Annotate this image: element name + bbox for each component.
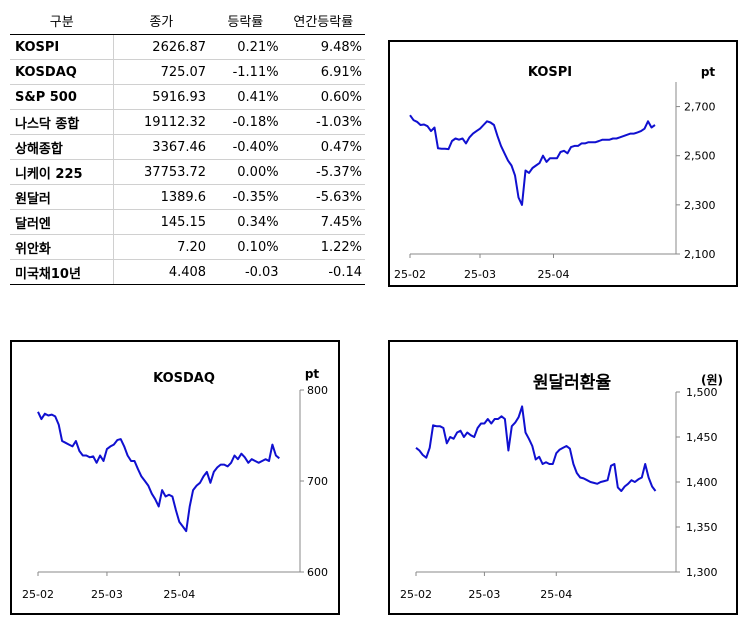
kosdaq-x-tick-label: 25-02 [22,588,54,601]
row-name: 원달러 [10,184,114,210]
row-name: 위안화 [10,234,114,260]
kosdaq-chart-panel: KOSDAQ pt 600 700 800 25-02 25-03 25-04 [10,340,340,615]
row-change: 0.41% [209,84,282,110]
kosdaq-chart-title: KOSDAQ [153,371,215,386]
row-name: 니케이 225 [10,159,114,185]
kosdaq-y-tick-label: 800 [307,384,328,397]
kospi-x-tick-label: 25-03 [464,268,496,281]
kosdaq-unit-label: pt [305,367,320,381]
table-row: 나스닥 종합 19112.32 -0.18% -1.03% [10,109,365,135]
usdkrw-series-line [415,405,657,492]
header-change: 등락률 [209,6,282,35]
row-close: 19112.32 [113,109,210,135]
kospi-x-tick-label: 25-02 [394,268,426,281]
kospi-chart-title: KOSPI [528,65,572,80]
kosdaq-y-tick-label: 700 [307,475,328,488]
row-close: 725.07 [113,59,210,85]
row-name: 미국채10년 [10,259,114,285]
row-close: 5916.93 [113,84,210,110]
row-ytd-change: 7.45% [281,209,365,235]
row-close: 37753.72 [113,159,210,185]
usdkrw-y-tick-label: 1,400 [686,476,718,489]
table-row: 미국채10년 4.408 -0.03 -0.14 [10,259,365,285]
table-header-row: 구분 종가 등락률 연간등락률 [10,6,365,35]
table-row: KOSPI 2626.87 0.21% 9.48% [10,34,365,60]
row-ytd-change: -1.03% [281,109,365,135]
kospi-y-tick-label: 2,300 [684,199,716,212]
usdkrw-y-tick-label: 1,500 [686,386,718,399]
kospi-series-line [409,114,656,206]
row-change: 0.10% [209,234,282,260]
usdkrw-x-tick-label: 25-02 [400,588,432,601]
row-change: -0.40% [209,134,282,160]
row-ytd-change: 1.22% [281,234,365,260]
row-change: 0.34% [209,209,282,235]
usdkrw-y-tick-label: 1,350 [686,521,718,534]
usdkrw-x-tick-label: 25-04 [540,588,572,601]
usdkrw-y-tick-label: 1,450 [686,431,718,444]
kosdaq-chart: KOSDAQ pt 600 700 800 25-02 25-03 25-04 [22,367,328,601]
row-ytd-change: 9.48% [281,34,365,60]
market-summary-table: 구분 종가 등락률 연간등락률 KOSPI 2626.87 0.21% 9.48% KO… [10,6,365,285]
row-close: 2626.87 [113,34,210,60]
kospi-chart: KOSPI pt 2,100 2,300 2,500 2,700 25-02 25-03 25-… [394,65,716,281]
row-ytd-change: -5.37% [281,159,365,185]
table-body: KOSPI 2626.87 0.21% 9.48% KOSDAQ 725.07 -1.11%… [10,34,365,285]
row-ytd-change: 0.47% [281,134,365,160]
row-change: -0.35% [209,184,282,210]
kosdaq-y-tick-label: 600 [307,566,328,579]
table-row: 원달러 1389.6 -0.35% -5.63% [10,184,365,210]
header-ytd-change: 연간등락률 [281,6,365,35]
kospi-y-tick-label: 2,100 [684,248,716,261]
kospi-x-tick-label: 25-04 [538,268,570,281]
row-ytd-change: -0.14 [281,259,365,285]
row-close: 145.15 [113,209,210,235]
table-row: 니케이 225 37753.72 0.00% -5.37% [10,159,365,185]
kospi-y-tick-label: 2,700 [684,101,716,114]
row-name: 나스닥 종합 [10,109,114,135]
row-close: 3367.46 [113,134,210,160]
table-row: 달러엔 145.15 0.34% 7.45% [10,209,365,235]
usdkrw-y-tick-label: 1,300 [686,566,718,579]
kospi-unit-label: pt [701,65,716,79]
usdkrw-unit-label: (원) [701,373,723,387]
kospi-y-tick-label: 2,500 [684,150,716,163]
table-row: 위안화 7.20 0.10% 1.22% [10,234,365,260]
row-name: S&P 500 [10,84,114,110]
header-close: 종가 [113,6,210,35]
usdkrw-chart: 원달러환율 (원) 1,300 1,350 1,400 1,450 1,500 25-02 25… [400,372,723,601]
row-change: -1.11% [209,59,282,85]
table-row: S&P 500 5916.93 0.41% 0.60% [10,84,365,110]
table-row: KOSDAQ 725.07 -1.11% 6.91% [10,59,365,85]
usdkrw-x-tick-label: 25-03 [468,588,500,601]
row-name: KOSDAQ [10,59,114,85]
header-category: 구분 [10,6,114,35]
row-ytd-change: 6.91% [281,59,365,85]
row-name: 달러엔 [10,209,114,235]
kosdaq-x-tick-label: 25-03 [91,588,123,601]
kosdaq-x-tick-label: 25-04 [163,588,195,601]
row-name: 상해종합 [10,134,114,160]
kosdaq-series-line [37,411,280,533]
usdkrw-chart-title: 원달러환율 [533,372,612,393]
row-close: 1389.6 [113,184,210,210]
row-ytd-change: -5.63% [281,184,365,210]
table-row: 상해종합 3367.46 -0.40% 0.47% [10,134,365,160]
usdkrw-chart-panel: 원달러환율 (원) 1,300 1,350 1,400 1,450 1,500 25-02 25… [388,340,738,615]
kospi-chart-panel: KOSPI pt 2,100 2,300 2,500 2,700 25-02 25-03 25-… [388,40,738,287]
row-change: -0.18% [209,109,282,135]
row-change: 0.00% [209,159,282,185]
row-close: 4.408 [113,259,210,285]
row-change: -0.03 [209,259,282,285]
row-close: 7.20 [113,234,210,260]
row-ytd-change: 0.60% [281,84,365,110]
row-name: KOSPI [10,34,114,60]
row-change: 0.21% [209,34,282,60]
